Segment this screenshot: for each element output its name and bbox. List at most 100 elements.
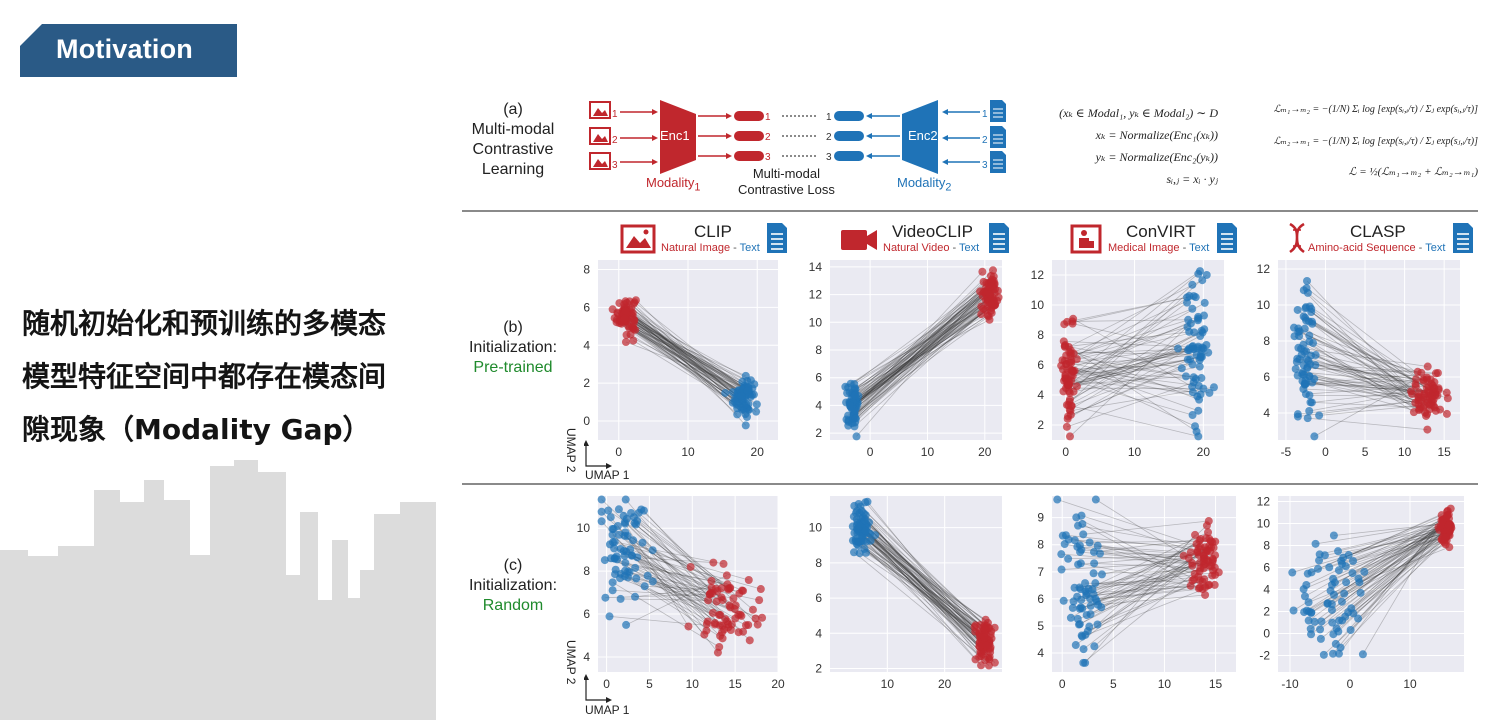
text-point [1330,578,1339,587]
modality-point [1442,388,1451,397]
pair-link [1094,562,1204,569]
pair-link [624,311,746,396]
x-tick-label: 10 [1158,677,1172,691]
pair-link [1064,347,1204,382]
pair-link [1061,553,1204,566]
y-tick-label: 4 [815,626,822,640]
pair-link [861,535,975,628]
pair-link [1337,525,1452,552]
pair-link [845,310,992,403]
text-point [1307,568,1316,577]
pair-link [1306,535,1447,611]
text-point [1079,645,1088,654]
pair-link [854,300,994,395]
text-point [860,544,869,553]
enc1-label: Enc1 [660,128,690,143]
pair-link [622,315,736,399]
modality-point [985,315,994,324]
x-tick-label: 10 [1128,445,1142,459]
pair-link [638,512,754,611]
section-divider [462,483,1478,485]
pair-link [629,301,747,426]
modality-point [621,307,630,316]
pair-link [1303,316,1424,382]
modality-point [1065,405,1074,414]
text-point [1339,553,1348,562]
text-point [1327,605,1336,614]
x-tick-label: 20 [1197,445,1211,459]
pair-link [1067,296,1188,323]
pair-link [615,569,715,625]
pair-link [1341,538,1446,621]
text-point [1360,567,1369,576]
pair-link [851,299,987,410]
pair-link [1314,523,1450,623]
pair-link [622,313,743,398]
pair-link [1088,531,1209,590]
text-point [1329,630,1338,639]
pair-link [1064,543,1200,572]
pair-link [633,328,740,403]
text-points [848,497,880,558]
text-point [1297,344,1306,353]
pair-link [862,535,984,643]
text-point [1293,354,1302,363]
label-a-line: Learning [481,161,545,178]
pair-link [1057,499,1201,548]
pair-link [860,541,985,638]
modality-point [751,614,760,623]
modality-point [718,628,727,637]
pair-link [1338,508,1452,654]
pair-link [1298,347,1428,367]
text-point [640,582,649,591]
text-point [1289,323,1298,332]
pair-link [1309,375,1420,393]
modality-name: Medical Image [1108,242,1180,254]
pair-link [618,534,723,627]
pair-link [1292,524,1449,573]
y-tick-label: 0 [1263,627,1270,641]
modality-point [1201,543,1210,552]
pair-link [849,306,989,404]
text-point [1334,547,1343,556]
text-point [1316,625,1325,634]
pair-link [624,307,748,418]
modality-point [971,621,980,630]
pair-link [617,313,747,387]
summary-line: 模型特征空间中都存在模态间 [22,360,387,393]
text-point [1295,332,1304,341]
modality-points [1179,517,1223,599]
modality-point [612,318,621,327]
text-point [1200,311,1209,320]
summary-line: 随机初始化和预训练的多模态 [22,307,387,340]
pair-link [1298,335,1415,413]
pair-link [621,323,746,397]
text-point [1341,562,1350,571]
text-point [1189,373,1198,382]
pair-link [629,327,746,393]
svg-text:1: 1 [982,109,988,120]
text-points [841,379,863,441]
pair-link [612,589,722,598]
pair-link [623,314,742,394]
pair-link [854,304,993,416]
method-header-clasp: CLASP Amino-acid Sequence - Text [1286,220,1476,256]
pair-link [619,322,742,408]
modality-point [724,584,733,593]
pair-link [619,318,739,399]
pair-link [1071,360,1202,379]
modality-point [980,633,989,642]
text-point [1090,642,1099,651]
pair-link [1345,530,1450,567]
pair-link [619,577,726,620]
y-tick-label: 4 [1037,388,1044,402]
pair-link [1293,327,1428,403]
text-point [1298,368,1307,377]
pair-link [867,501,991,653]
text-point [721,388,730,397]
pair-link [866,524,989,659]
modality-point [755,596,764,605]
pair-link [626,518,721,626]
equation: xₖ = Normalize(Enc₁(xₖ)) [1095,128,1218,142]
pair-link [1071,348,1179,364]
